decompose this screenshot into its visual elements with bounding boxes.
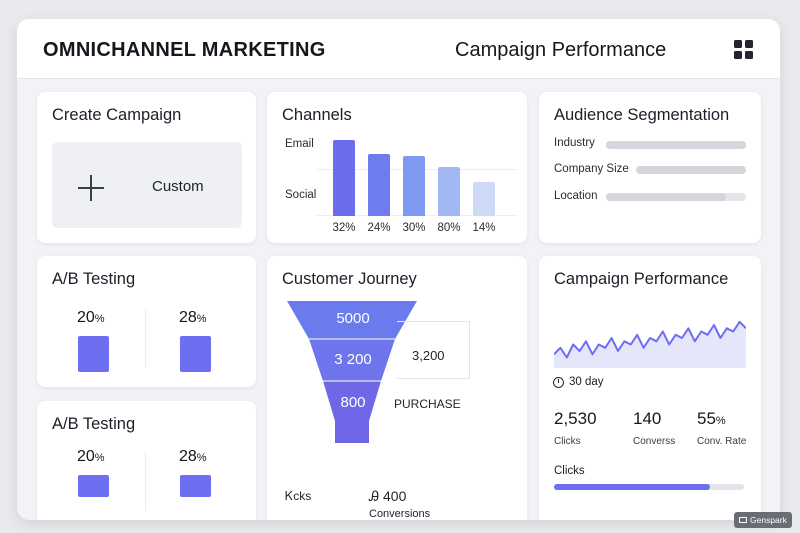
variant-b-bar bbox=[180, 336, 211, 372]
segment-label-industry: Industry bbox=[554, 137, 595, 149]
channels-title: Channels bbox=[282, 106, 352, 124]
channel-bar-3 bbox=[403, 156, 425, 216]
divider bbox=[145, 451, 146, 511]
watermark-icon bbox=[739, 517, 747, 523]
segment-bar-industry bbox=[606, 141, 746, 149]
stat-conversions-value: 140 bbox=[633, 409, 662, 428]
funnel-callout-box bbox=[397, 321, 470, 379]
variant-a-bar bbox=[78, 336, 109, 372]
audience-card: Audience Segmentation Industry Company S… bbox=[539, 92, 761, 243]
journey-footer-left: Ꮶcks bbox=[285, 489, 312, 503]
segment-fill-location bbox=[606, 193, 727, 201]
variant-b-value: 28% bbox=[179, 309, 207, 326]
funnel-value-2: 3 200 bbox=[334, 351, 372, 368]
channel-value-label: 32% bbox=[332, 222, 356, 234]
create-campaign-card: Create Campaign Custom bbox=[37, 92, 256, 243]
grid-icon[interactable] bbox=[734, 40, 753, 59]
customer-journey-title: Customer Journey bbox=[282, 270, 417, 288]
segment-label-location: Location bbox=[554, 190, 598, 202]
performance-line-chart bbox=[554, 320, 746, 368]
channels-card: Channels Email Social 32% 24% 30% 80% 14% bbox=[267, 92, 527, 243]
funnel-value-3: 800 bbox=[340, 394, 366, 411]
performance-area bbox=[554, 321, 746, 368]
plus-icon bbox=[78, 175, 104, 201]
segment-bar-company-size bbox=[636, 166, 746, 174]
funnel-value-1: 5000 bbox=[336, 310, 370, 327]
funnel-stage-2 bbox=[309, 339, 395, 381]
variant-b-value-2: 28% bbox=[179, 448, 207, 465]
campaign-performance-title: Campaign Performance bbox=[554, 270, 729, 288]
stat-clicks-caption: Clicks bbox=[554, 436, 581, 447]
channel-value-label: 80% bbox=[437, 222, 461, 234]
custom-campaign-button[interactable]: Custom bbox=[52, 142, 242, 228]
segment-label-company-size: Company Size bbox=[554, 163, 629, 175]
variant-b-bar-2 bbox=[180, 475, 211, 497]
variant-a-value-2: 20% bbox=[77, 448, 105, 465]
channel-label-email: Email bbox=[285, 138, 314, 150]
app-title: OMNICHANNEL MARKETING bbox=[43, 39, 326, 61]
segment-fill-company-size bbox=[636, 166, 746, 174]
period-label: 30 day bbox=[569, 376, 604, 388]
watermark-text: Genspark bbox=[750, 515, 787, 525]
funnel-chart bbox=[287, 301, 417, 443]
funnel-side-value: 3,200 bbox=[412, 348, 445, 363]
clicks-progress-fill bbox=[554, 484, 710, 490]
journey-footer-value: Ꭿ 400 bbox=[369, 488, 407, 504]
clock-icon bbox=[553, 377, 564, 388]
stat-clicks-value: 2,530 bbox=[554, 409, 597, 428]
channel-value-label: 14% bbox=[472, 222, 496, 234]
channel-bar-4 bbox=[438, 167, 460, 216]
channel-bar-1 bbox=[333, 140, 355, 216]
performance-line bbox=[554, 320, 746, 359]
variant-a-value: 20% bbox=[77, 309, 105, 326]
channel-label-social: Social bbox=[285, 189, 317, 201]
ab-testing-card: A/B Testing 20% 28% bbox=[37, 256, 256, 387]
progress-label: Clicks bbox=[554, 465, 585, 477]
stat-conv-rate-caption: Conv. Rate bbox=[697, 436, 747, 447]
channel-bar-2 bbox=[368, 154, 390, 216]
channel-bar-5 bbox=[473, 182, 495, 216]
dashboard-window: OMNICHANNEL MARKETING Campaign Performan… bbox=[17, 19, 780, 520]
channel-value-label: 30% bbox=[402, 222, 426, 234]
segment-fill-industry bbox=[606, 141, 746, 149]
segment-bar-location bbox=[606, 193, 746, 201]
journey-footer-caption: Conversions bbox=[369, 508, 431, 520]
audience-title: Audience Segmentation bbox=[554, 106, 730, 124]
funnel-stage-3 bbox=[323, 381, 381, 443]
watermark-badge: Genspark bbox=[734, 512, 792, 528]
divider bbox=[145, 308, 146, 368]
channel-value-label: 24% bbox=[367, 222, 391, 234]
campaign-performance-card: Campaign Performance 30 day 2,530 Clicks… bbox=[539, 256, 761, 520]
clicks-progress-bar bbox=[554, 484, 744, 490]
ab-testing-title: A/B Testing bbox=[52, 270, 136, 288]
custom-label: Custom bbox=[152, 178, 204, 195]
page-title: Campaign Performance bbox=[455, 39, 667, 61]
variant-a-bar-2 bbox=[78, 475, 109, 497]
stat-conv-rate-value: 55% bbox=[697, 409, 726, 428]
funnel-stage-1 bbox=[287, 301, 417, 339]
customer-journey-card: Customer Journey 5000 3 200 800 3,200 PU… bbox=[267, 256, 527, 520]
ab-testing-title-2: A/B Testing bbox=[52, 415, 136, 433]
top-bar: OMNICHANNEL MARKETING Campaign Performan… bbox=[17, 19, 780, 79]
ab-testing-card-2: A/B Testing 20% 28% bbox=[37, 401, 256, 520]
funnel-stage-label: PURCHASE bbox=[394, 397, 461, 411]
stat-conversions-caption: Converss bbox=[633, 436, 676, 447]
create-campaign-title: Create Campaign bbox=[52, 106, 182, 124]
